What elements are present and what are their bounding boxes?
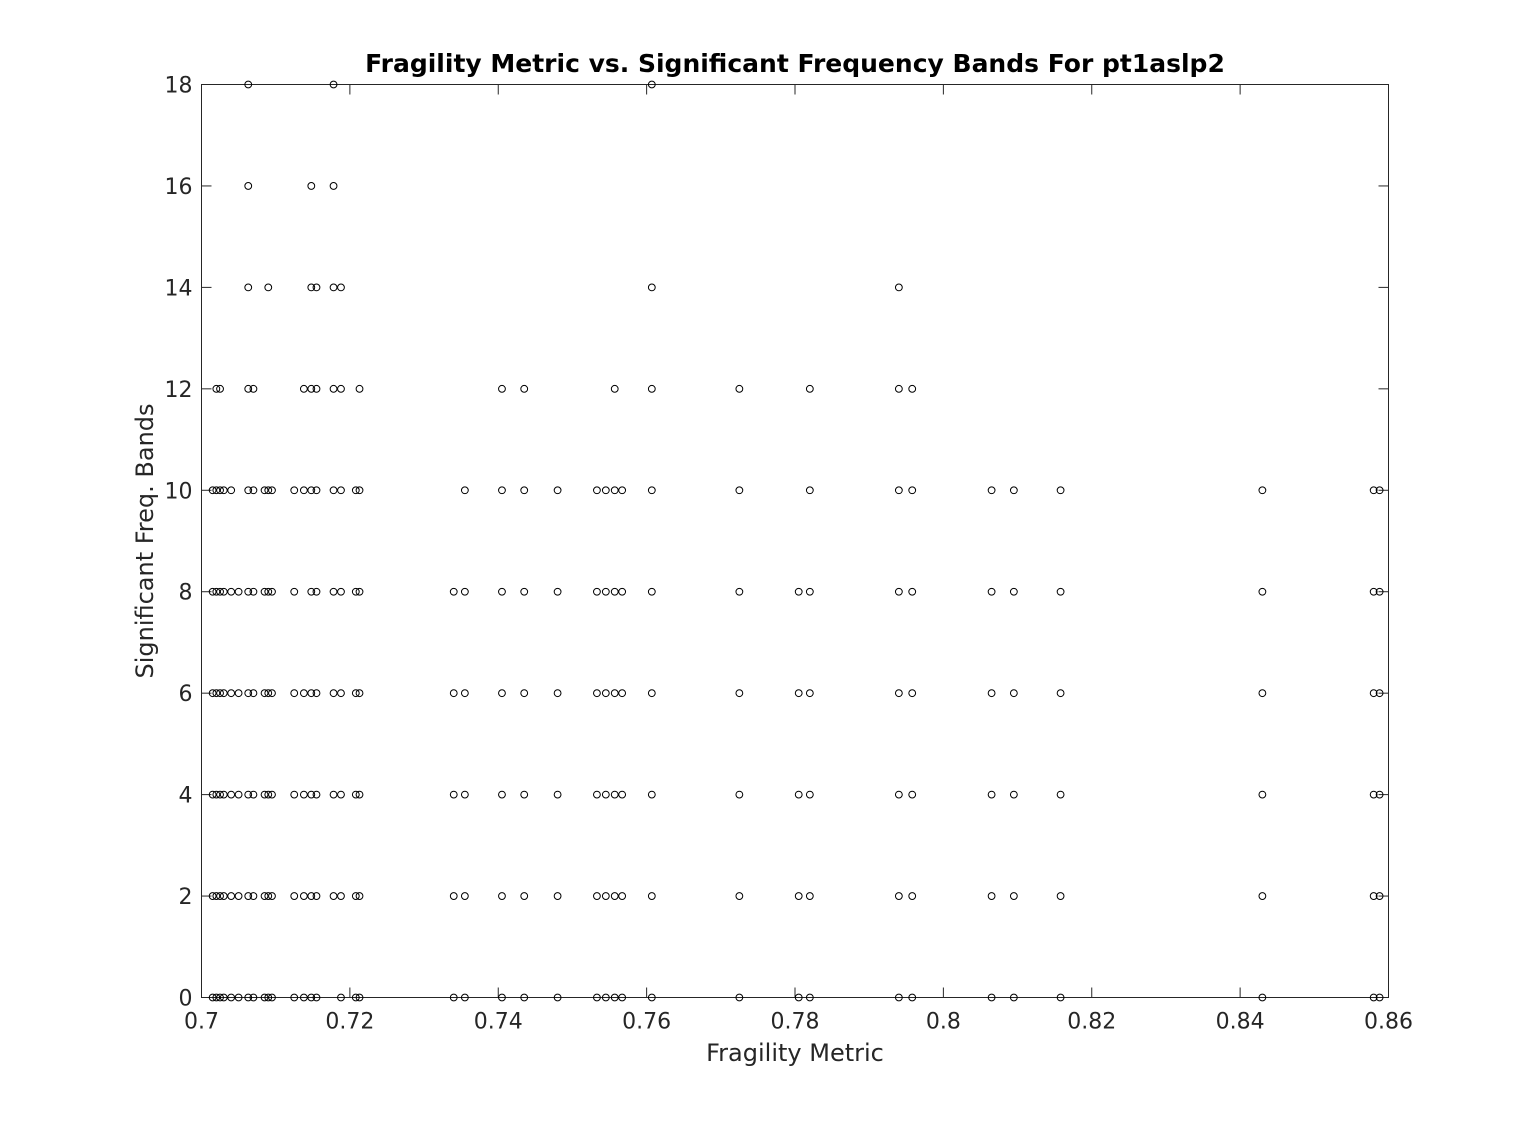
x-tick-label: 0.84 <box>1216 1010 1265 1035</box>
x-tick-label: 0.8 <box>926 1010 961 1035</box>
y-tick-label: 12 <box>165 378 193 403</box>
x-tick-label: 0.82 <box>1067 1010 1116 1035</box>
y-tick-label: 2 <box>179 885 193 910</box>
plot-area <box>202 85 1389 998</box>
y-tick-label: 4 <box>179 784 193 809</box>
x-tick-label: 0.76 <box>622 1010 671 1035</box>
y-tick-label: 10 <box>165 479 193 504</box>
y-axis-label: Significant Freq. Bands <box>131 403 159 678</box>
y-tick-label: 18 <box>165 74 193 99</box>
y-tick-label: 6 <box>179 682 193 707</box>
y-tick-label: 8 <box>179 581 193 606</box>
y-tick-label: 14 <box>165 276 193 301</box>
x-tick-label: 0.74 <box>474 1010 523 1035</box>
x-tick-label: 0.7 <box>184 1010 219 1035</box>
y-tick-label: 16 <box>165 175 193 200</box>
x-tick-label: 0.78 <box>771 1010 820 1035</box>
chart-title: Fragility Metric vs. Significant Frequen… <box>365 49 1225 78</box>
y-tick-label: 0 <box>179 987 193 1012</box>
x-tick-label: 0.72 <box>325 1010 374 1035</box>
x-axis-label: Fragility Metric <box>706 1039 884 1067</box>
x-tick-label: 0.86 <box>1364 1010 1413 1035</box>
